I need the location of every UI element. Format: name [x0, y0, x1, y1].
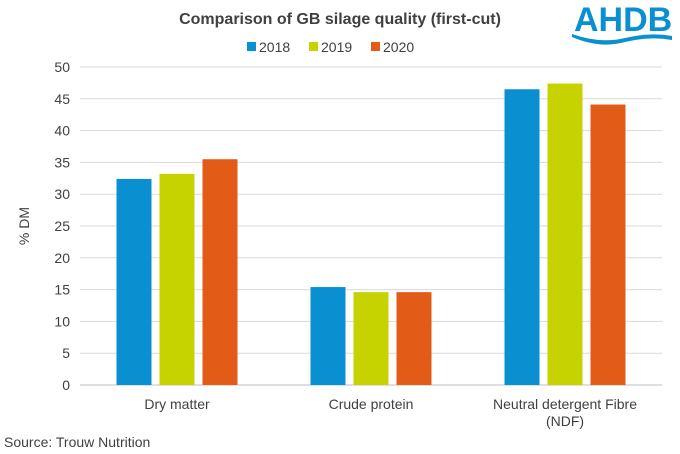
y-tick-label: 0 — [62, 377, 70, 393]
bar-2020-1 — [396, 292, 432, 385]
ahdb-logo: AHDB — [572, 1, 672, 45]
bar-2020-0 — [202, 159, 238, 385]
y-tick-label: 5 — [62, 345, 70, 361]
y-tick-label: 45 — [54, 91, 70, 107]
y-tick-label: 25 — [54, 218, 70, 234]
legend-label-2018: 2018 — [259, 39, 290, 55]
bar-2020-2 — [590, 104, 626, 386]
x-category-label: Neutral detergent Fibre — [493, 396, 637, 412]
x-axis-categories: Dry matter Crude protein Neutral detergent… — [144, 396, 637, 429]
y-axis-title: % DM — [16, 207, 32, 245]
bar-2019-1 — [353, 292, 389, 385]
bar-2018-1 — [310, 287, 346, 385]
legend: 2018 2019 2020 — [247, 39, 414, 55]
legend-label-2019: 2019 — [321, 39, 352, 55]
y-tick-label: 40 — [54, 123, 70, 139]
y-tick-label: 50 — [54, 59, 70, 75]
bar-2019-2 — [547, 83, 583, 385]
legend-swatch-2019 — [309, 42, 318, 51]
source-note: Source: Trouw Nutrition — [4, 434, 150, 450]
y-tick-label: 10 — [54, 313, 70, 329]
logo-text: AHDB — [574, 1, 672, 39]
legend-label-2020: 2020 — [383, 39, 414, 55]
bar-2018-2 — [504, 89, 540, 385]
y-axis-ticks: 0 5 10 15 20 25 30 35 40 45 50 — [54, 59, 70, 393]
logo-swoosh — [572, 34, 672, 45]
y-tick-label: 15 — [54, 282, 70, 298]
legend-swatch-2018 — [247, 42, 256, 51]
bars — [116, 83, 626, 386]
y-tick-label: 35 — [54, 154, 70, 170]
x-category-label: Dry matter — [144, 396, 210, 412]
y-tick-label: 30 — [54, 186, 70, 202]
chart-title: Comparison of GB silage quality (first-c… — [179, 11, 501, 28]
bar-2018-0 — [116, 178, 152, 385]
legend-swatch-2020 — [371, 42, 380, 51]
x-category-label: Crude protein — [329, 396, 414, 412]
y-tick-label: 20 — [54, 250, 70, 266]
x-category-label: (NDF) — [546, 413, 584, 429]
bar-2019-0 — [159, 173, 195, 385]
